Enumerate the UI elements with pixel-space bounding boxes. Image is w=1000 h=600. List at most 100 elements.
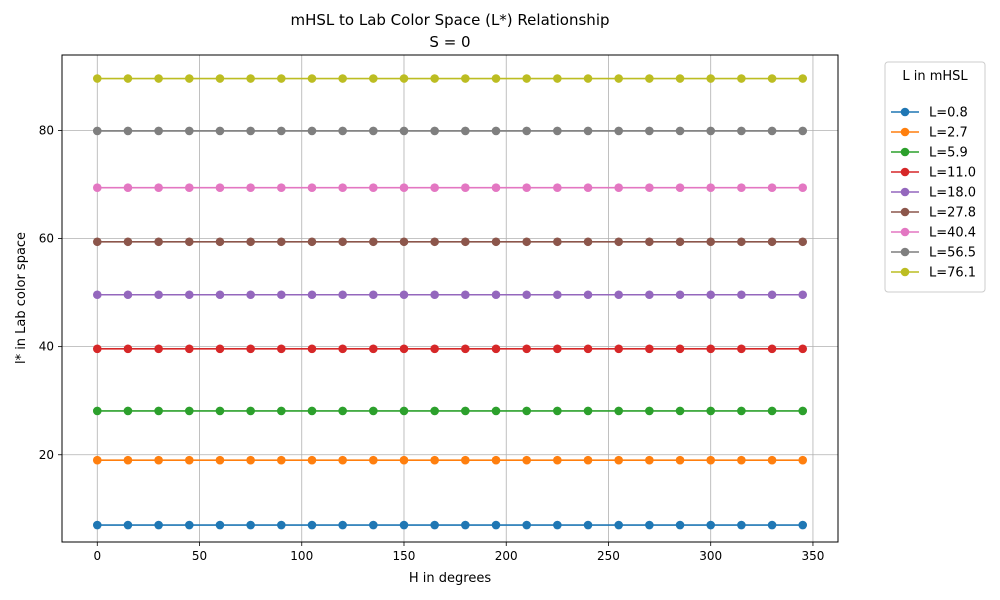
data-point: [706, 237, 716, 247]
data-point: [277, 183, 286, 193]
legend-marker: [900, 167, 910, 177]
legend-label: L=40.4: [929, 226, 976, 241]
data-point: [246, 290, 255, 300]
data-point: [767, 237, 777, 247]
data-point: [430, 74, 439, 83]
series-1: [92, 520, 808, 530]
data-point: [277, 455, 286, 465]
data-point: [399, 237, 409, 247]
data-point: [583, 237, 593, 247]
data-point: [491, 183, 501, 193]
data-point: [737, 183, 746, 193]
data-point: [461, 455, 470, 465]
data-point: [430, 344, 439, 354]
data-point: [184, 74, 194, 83]
legend-marker: [900, 207, 910, 217]
data-point: [675, 406, 685, 416]
data-point: [491, 74, 501, 83]
data-point: [215, 183, 225, 193]
data-point: [430, 126, 439, 136]
legend: L in mHSL L=0.8 L=2.7 L=5.9 L=11.0 L=18.0 L=2…: [884, 61, 986, 293]
data-point: [154, 126, 163, 136]
data-point: [675, 520, 685, 530]
y-tick-label: 20: [39, 448, 54, 462]
data-point: [154, 455, 163, 465]
plot-frame: [61, 54, 839, 543]
data-point: [675, 74, 685, 83]
data-point: [553, 455, 562, 465]
data-point: [338, 520, 347, 530]
data-point: [369, 344, 378, 354]
data-point: [184, 520, 194, 530]
data-point: [399, 344, 409, 354]
data-point: [798, 290, 808, 300]
data-point: [553, 290, 562, 300]
data-point: [277, 74, 286, 83]
data-point: [184, 455, 194, 465]
series-4: [92, 344, 808, 354]
data-point: [215, 126, 225, 136]
data-point: [645, 344, 654, 354]
data-point: [798, 406, 808, 416]
data-point: [369, 126, 378, 136]
data-point: [553, 520, 562, 530]
data-point: [798, 344, 808, 354]
data-point: [553, 237, 562, 247]
data-point: [277, 290, 286, 300]
data-point: [184, 290, 194, 300]
data-point: [461, 126, 470, 136]
data-point: [645, 406, 654, 416]
legend-item: L=0.8: [891, 106, 968, 121]
data-point: [645, 74, 654, 83]
data-point: [461, 74, 470, 83]
data-point: [583, 406, 593, 416]
data-point: [461, 344, 470, 354]
legend-items: L=0.8 L=2.7 L=5.9 L=11.0 L=18.0 L=27.8 L=40.4 L…: [891, 106, 976, 281]
data-point: [491, 344, 501, 354]
data-point: [184, 406, 194, 416]
data-point: [92, 455, 102, 465]
data-point: [307, 237, 317, 247]
data-point: [675, 344, 685, 354]
data-point: [154, 183, 163, 193]
data-point: [369, 237, 378, 247]
data-point: [399, 290, 409, 300]
data-point: [767, 344, 777, 354]
data-point: [522, 455, 531, 465]
data-point: [277, 126, 286, 136]
x-tick-label: 100: [290, 549, 313, 563]
series-3: [92, 406, 808, 416]
data-point: [184, 126, 194, 136]
data-point: [430, 290, 439, 300]
data-point: [154, 74, 163, 83]
data-point: [215, 344, 225, 354]
data-point: [123, 290, 133, 300]
data-point: [461, 406, 470, 416]
data-point: [645, 126, 654, 136]
data-point: [369, 74, 378, 83]
data-point: [92, 237, 102, 247]
y-tick-label: 80: [39, 123, 54, 137]
data-point: [583, 520, 593, 530]
data-point: [767, 74, 777, 83]
data-point: [338, 183, 347, 193]
data-point: [246, 237, 255, 247]
data-point: [798, 126, 808, 136]
legend-marker: [900, 107, 910, 117]
y-axis-label: l* in Lab color space: [14, 232, 29, 364]
data-point: [767, 126, 777, 136]
data-point: [399, 455, 409, 465]
data-point: [706, 406, 716, 416]
legend-title: L in mHSL: [902, 69, 968, 84]
data-point: [92, 520, 102, 530]
data-point: [614, 237, 623, 247]
data-point: [675, 183, 685, 193]
legend-label: L=27.8: [929, 206, 976, 221]
data-point: [767, 520, 777, 530]
data-point: [798, 183, 808, 193]
data-point: [184, 183, 194, 193]
data-point: [522, 237, 531, 247]
data-point: [461, 237, 470, 247]
legend-label: L=0.8: [929, 106, 968, 121]
data-point: [737, 406, 746, 416]
